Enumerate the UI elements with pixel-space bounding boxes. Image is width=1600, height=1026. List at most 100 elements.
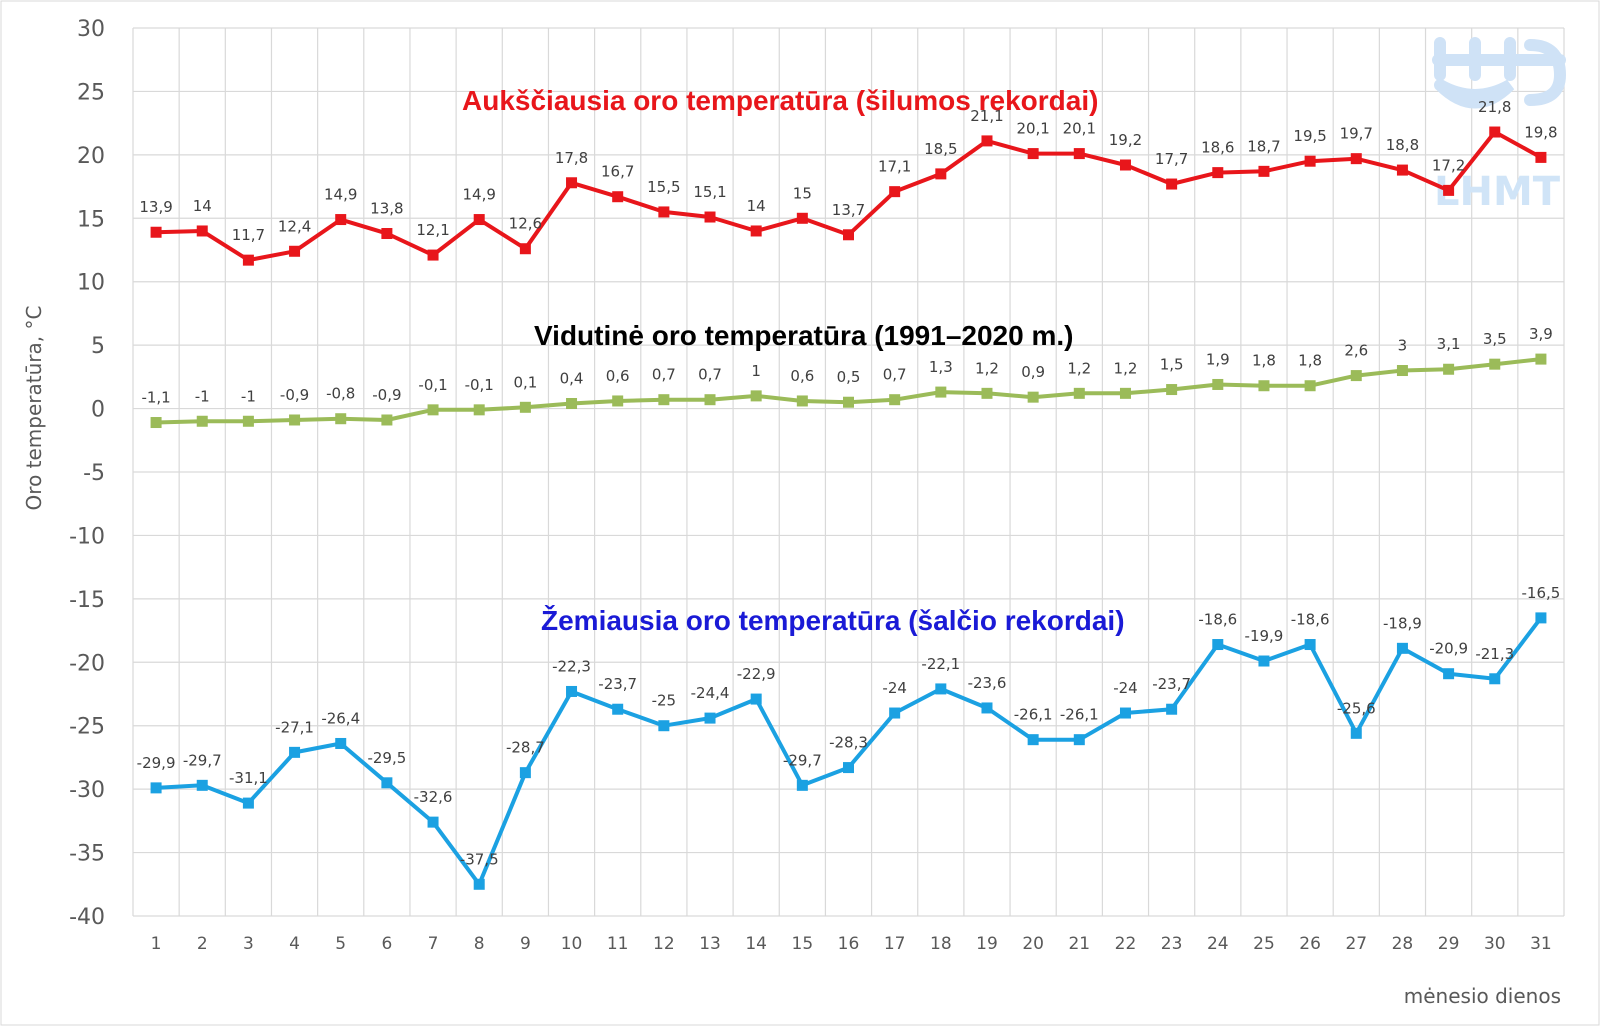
logo-text: LHMT [1434, 169, 1561, 215]
data-point [519, 243, 531, 255]
data-point [1119, 159, 1131, 171]
data-label: -24 [882, 679, 907, 697]
x-axis-title: mėnesio dienos [1404, 984, 1561, 1008]
data-point [427, 816, 439, 828]
data-point [1535, 353, 1547, 365]
data-label: 1,8 [1298, 352, 1322, 370]
data-label: 0,7 [883, 366, 907, 384]
data-label: 17,7 [1155, 150, 1188, 168]
data-point [981, 702, 993, 714]
data-label: -20,9 [1429, 640, 1468, 658]
y-tick-label: -20 [69, 651, 105, 676]
data-point [1350, 153, 1362, 165]
data-label: -23,7 [598, 675, 637, 693]
data-label: -16,5 [1522, 584, 1561, 602]
series-title-avg: Vidutinė oro temperatūra (1991–2020 m.) [534, 320, 1073, 351]
y-tick-label: 30 [77, 17, 105, 42]
y-tick-label: 20 [77, 144, 105, 169]
data-label: -26,4 [321, 709, 360, 727]
data-point [242, 254, 254, 266]
data-label: 14,9 [324, 186, 357, 204]
data-label: -26,1 [1060, 706, 1099, 724]
data-label: -0,8 [326, 385, 355, 403]
x-tick-label: 7 [428, 934, 439, 954]
data-label: 13,9 [139, 198, 172, 216]
data-point [1166, 178, 1178, 190]
data-point [473, 878, 485, 890]
x-tick-label: 19 [976, 934, 998, 954]
data-point [1396, 642, 1408, 654]
data-point [473, 214, 485, 226]
data-point [1212, 378, 1224, 390]
data-point [843, 229, 854, 241]
y-tick-label: 15 [77, 207, 105, 232]
data-point [335, 737, 347, 749]
data-point [381, 777, 393, 789]
x-axis-ticks: 1 2 3 4 5 6 7 8 9 10 11 12 13 14 15 16 17 18 19 20 21 22 23 24 2… [151, 934, 1552, 954]
data-label: 13,8 [370, 200, 403, 218]
data-label: 14 [747, 197, 766, 215]
x-tick-label: 20 [1022, 934, 1044, 954]
x-tick-label: 15 [792, 934, 814, 954]
logo-mark [1432, 37, 1567, 109]
data-label: 20,1 [1063, 120, 1096, 138]
data-point [196, 415, 208, 427]
data-point [1350, 370, 1362, 382]
data-label: 19,8 [1524, 123, 1557, 141]
data-label: 18,7 [1247, 137, 1280, 155]
data-point [1396, 365, 1408, 377]
data-point [289, 414, 301, 426]
data-label: -29,7 [783, 751, 822, 769]
data-point [519, 767, 531, 779]
data-point [843, 762, 854, 774]
data-point [1073, 148, 1085, 160]
data-point [1396, 164, 1408, 176]
data-label: -22,3 [552, 657, 591, 675]
data-label: -37,5 [460, 850, 499, 868]
x-tick-label: 14 [745, 934, 767, 954]
x-tick-label: 17 [884, 934, 906, 954]
data-label: 12,4 [278, 217, 311, 235]
x-tick-label: 1 [151, 934, 162, 954]
data-label: 15 [793, 184, 812, 202]
data-label: -19,9 [1245, 627, 1284, 645]
data-label: 1,2 [975, 359, 999, 377]
y-tick-label: -40 [69, 905, 105, 930]
data-point [196, 225, 208, 237]
data-point [196, 779, 208, 791]
data-point [704, 712, 716, 724]
data-label: -22,1 [921, 655, 960, 673]
data-point [1443, 668, 1455, 680]
data-label: 17,8 [555, 149, 588, 167]
data-point [150, 417, 162, 429]
data-point [1535, 151, 1547, 163]
data-point [1073, 387, 1085, 399]
data-point [566, 685, 578, 697]
data-label: 21,8 [1478, 98, 1511, 116]
y-tick-label: -30 [69, 778, 105, 803]
data-label: 1,9 [1206, 350, 1230, 368]
data-label: -24 [1113, 679, 1138, 697]
data-label: -31,1 [229, 769, 268, 787]
data-label: 1,2 [1114, 359, 1138, 377]
data-label: -24,4 [691, 684, 730, 702]
data-point [1489, 126, 1501, 138]
data-point [1027, 391, 1039, 403]
data-point [612, 191, 624, 203]
data-point [750, 225, 762, 237]
data-label: 19,7 [1340, 125, 1373, 143]
data-point [1535, 612, 1547, 624]
data-label: -28,7 [506, 739, 545, 757]
series-lines [150, 126, 1547, 890]
data-label: -27,1 [275, 718, 314, 736]
data-label: 18,6 [1201, 139, 1234, 157]
data-point [889, 186, 901, 198]
data-label: -29,5 [367, 749, 406, 767]
data-label: 17,2 [1432, 156, 1465, 174]
grid [132, 27, 1565, 917]
data-point [1304, 380, 1316, 392]
series-titles: Aukščiausia oro temperatūra (šilumos rek… [462, 85, 1125, 636]
